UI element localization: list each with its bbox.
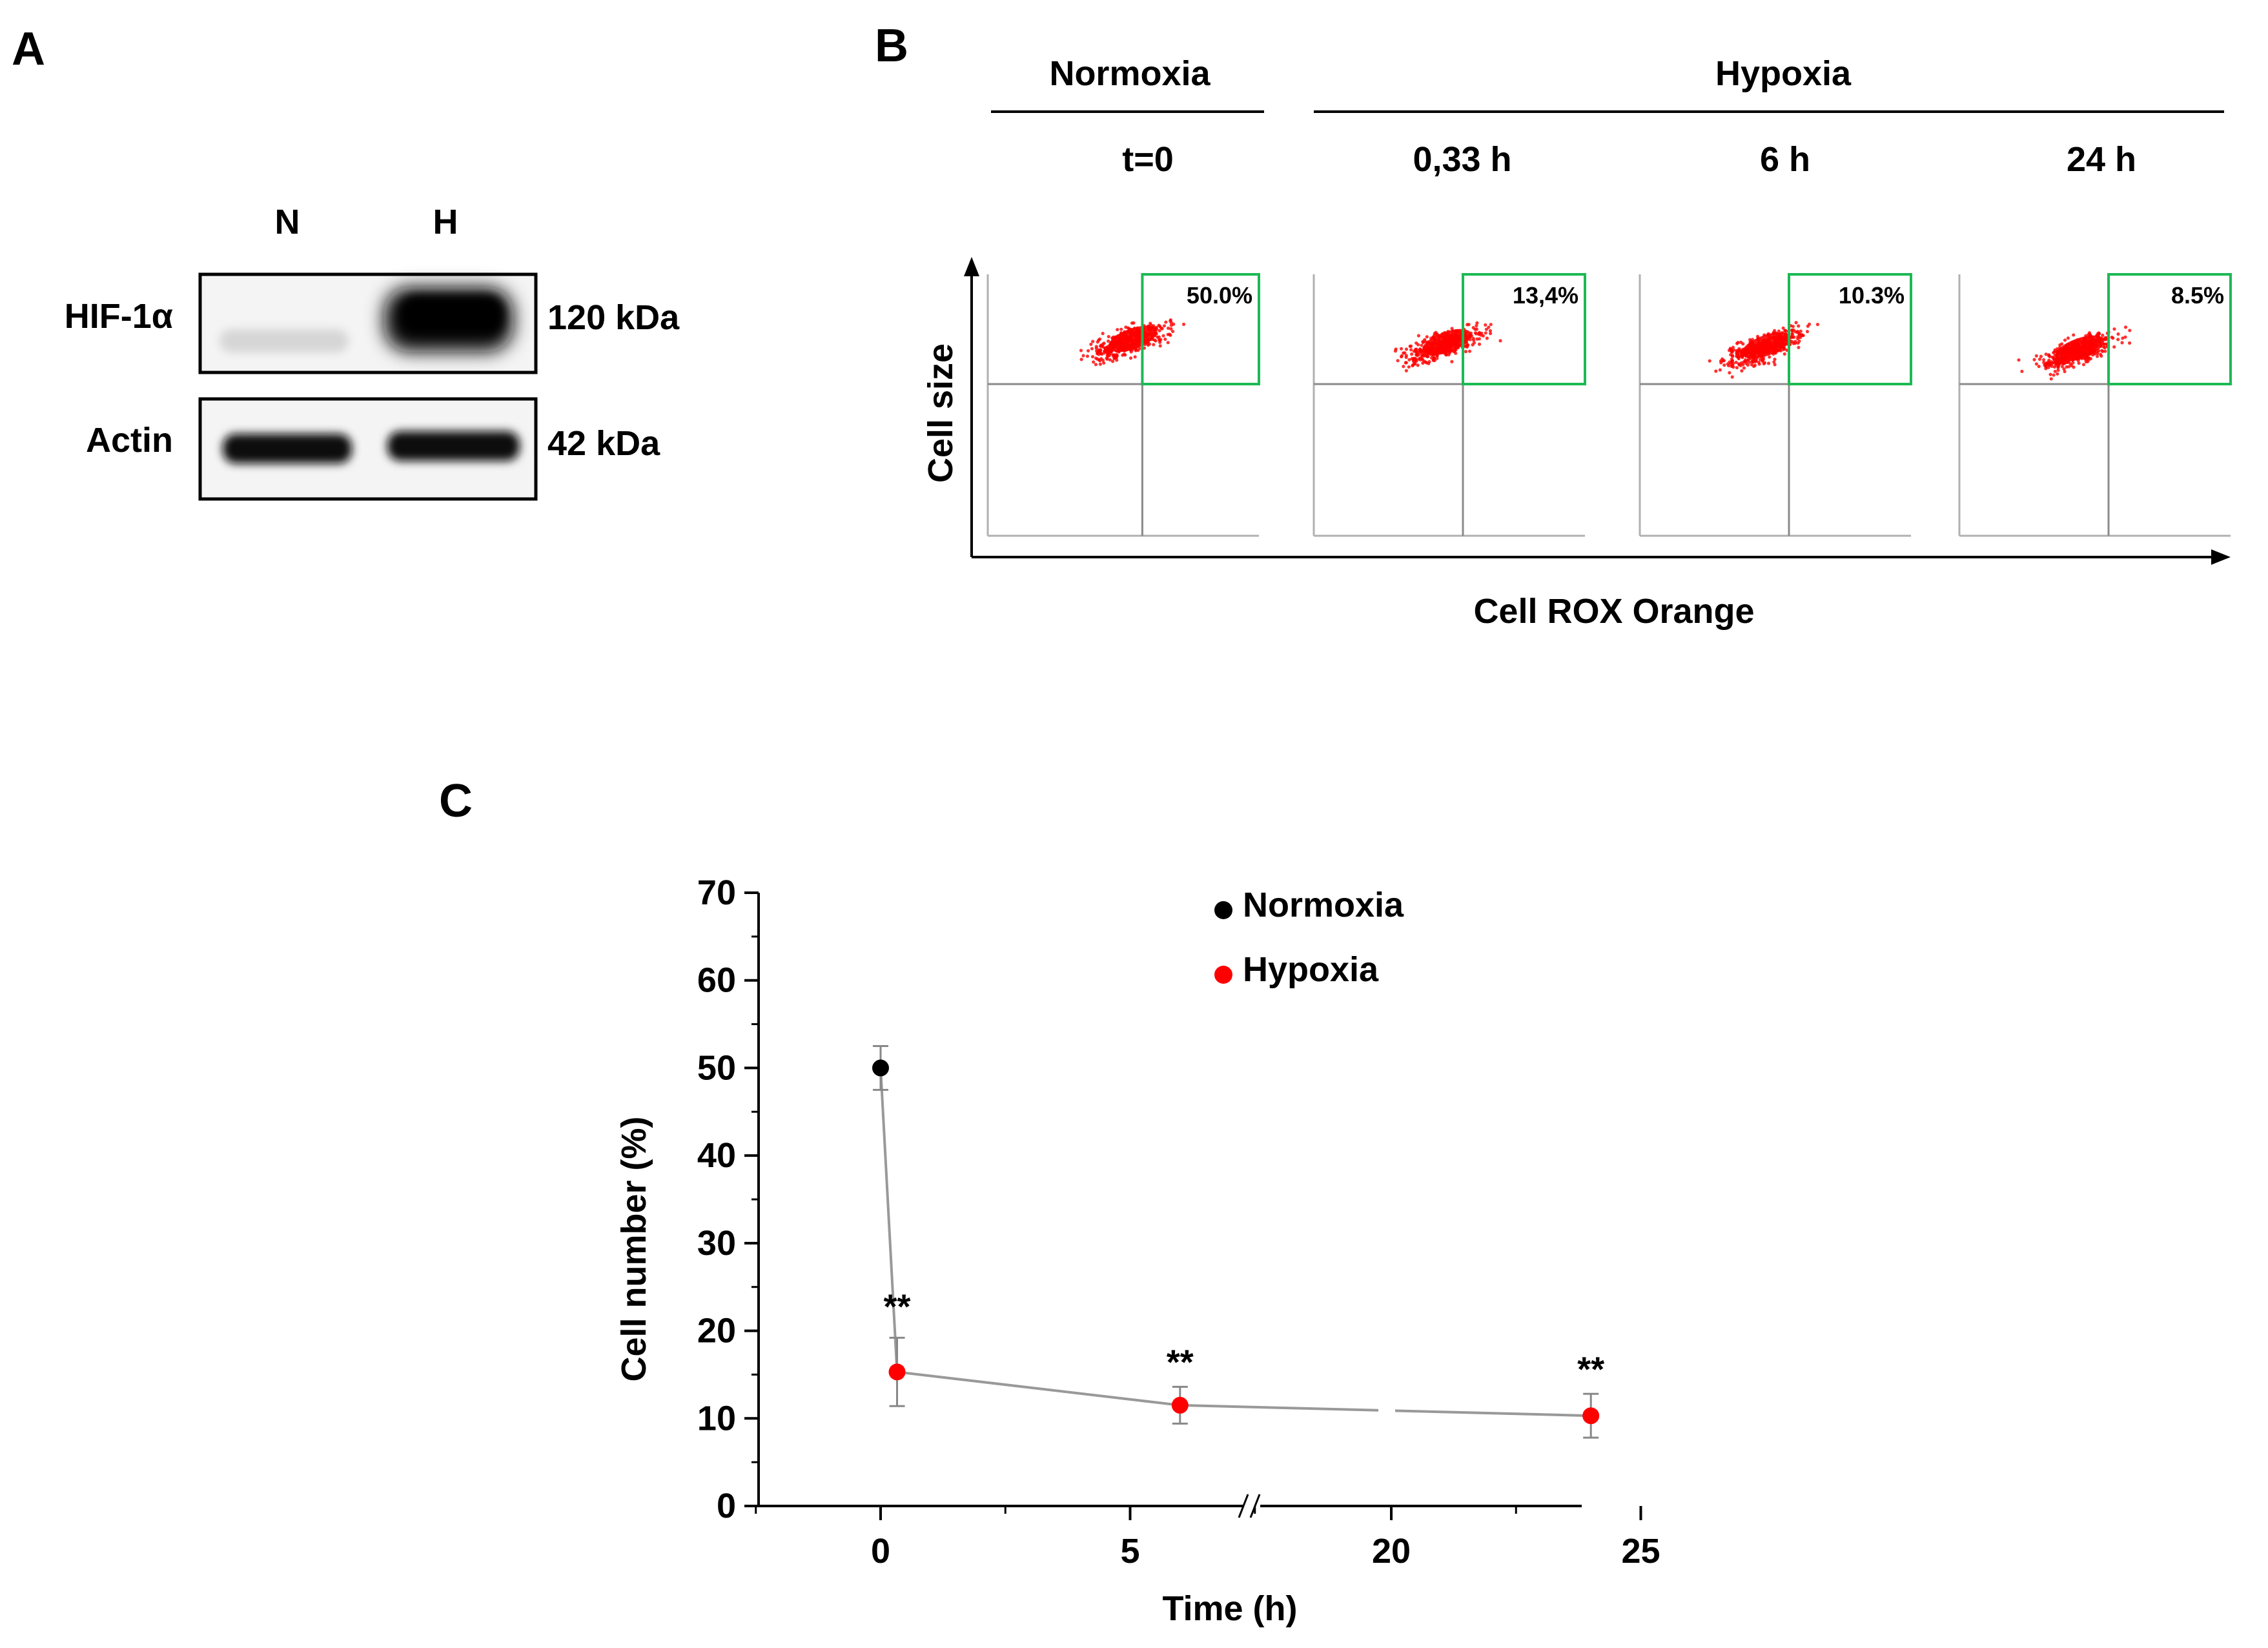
y-tick-label: 60 [697,961,736,1000]
chart-x-label: Time (h) [1162,1589,1297,1628]
y-tick-label: 10 [697,1399,736,1438]
gate-box [1462,273,1586,385]
flow-y-label: Cell size [921,343,960,483]
gate-value-2: 10.3% [1839,282,1905,309]
group-hypoxia: Hypoxia [1715,54,1852,93]
x-tick-label: 0 [871,1532,890,1571]
protein-label-actin: Actin [86,421,173,460]
size-label-actin: 42 kDa [547,424,660,463]
data-point-hypoxia-1: ** [1167,1343,1194,1425]
flow-plot-2: 10.3% [1639,273,1912,537]
lane-label-n: N [275,203,300,241]
data-point-normoxia-0 [872,1045,889,1091]
y-tick-label: 70 [697,873,736,912]
panel-b: B Normoxia Hypoxia t=0 0,33 h 6 h 24 h C… [875,20,2232,631]
flow-x-label: Cell ROX Orange [1473,592,1754,631]
series-connecting-line [879,1068,1591,1418]
timepoint-0: t=0 [1122,140,1174,179]
gate-box [2107,273,2232,385]
panel-a-label: A [12,23,45,75]
significance-mark: ** [1167,1343,1194,1381]
chart-y-label: Cell number (%) [615,1116,653,1381]
flow-plot-1: 13,4% [1313,273,1586,537]
data-point-hypoxia-0: ** [883,1287,911,1407]
gate-box [1788,273,1912,385]
chart-axes: 0 10 20 30 40 50 60 70 0 5 20 25 [697,873,1660,1571]
x-tick-label: 20 [1372,1532,1411,1571]
panel-a: A N H HIF-1α 120 kDa Actin 42 kDa [12,23,680,501]
axis-break-mark [1238,1494,1249,1518]
panel-c: C Time (h) Cell number (%) Normoxia Hypo… [439,775,1660,1628]
x-tick-label: 5 [1120,1532,1139,1571]
y-tick-label: 50 [697,1048,736,1087]
timepoint-3: 24 h [2067,140,2136,179]
legend-marker-hypoxia [1214,966,1232,984]
lane-label-h: H [433,203,458,241]
point-marker [1582,1407,1600,1425]
protein-label-hif: HIF-1α [65,297,173,336]
panel-b-label: B [875,20,908,72]
timepoint-1: 0,33 h [1413,140,1511,179]
point-marker [1171,1396,1189,1414]
data-point-hypoxia-2: ** [1577,1350,1604,1439]
panel-c-label: C [439,775,473,827]
group-normoxia: Normoxia [1049,54,1211,93]
y-tick-label: 40 [697,1136,736,1175]
significance-mark: ** [883,1287,910,1326]
timepoint-2: 6 h [1760,140,1810,179]
y-tick-label: 0 [717,1487,736,1525]
y-tick-label: 30 [697,1224,736,1263]
gate-box [1141,273,1261,385]
flow-plot-0: 50.0% [986,273,1261,537]
flow-plot-3: 8.5% [1958,273,2232,537]
legend-label-normoxia: Normoxia [1243,886,1404,924]
gate-value-1: 13,4% [1513,282,1578,309]
legend-marker-normoxia [1214,901,1232,919]
blot-hif1a [198,272,538,374]
band-actin-hypoxia [387,431,520,461]
gate-value-0: 50.0% [1187,282,1252,309]
significance-mark: ** [1577,1350,1604,1389]
gate-value-3: 8.5% [2171,282,2224,309]
legend-label-hypoxia: Hypoxia [1243,950,1379,989]
y-tick-label: 20 [697,1312,736,1350]
blot-actin [198,397,538,501]
size-label-hif: 120 kDa [547,298,680,337]
band-actin-normoxia [223,434,352,463]
x-tick-label: 25 [1621,1532,1660,1571]
band-hif-normoxia [220,329,349,352]
point-marker [872,1059,889,1077]
point-marker [888,1363,906,1381]
